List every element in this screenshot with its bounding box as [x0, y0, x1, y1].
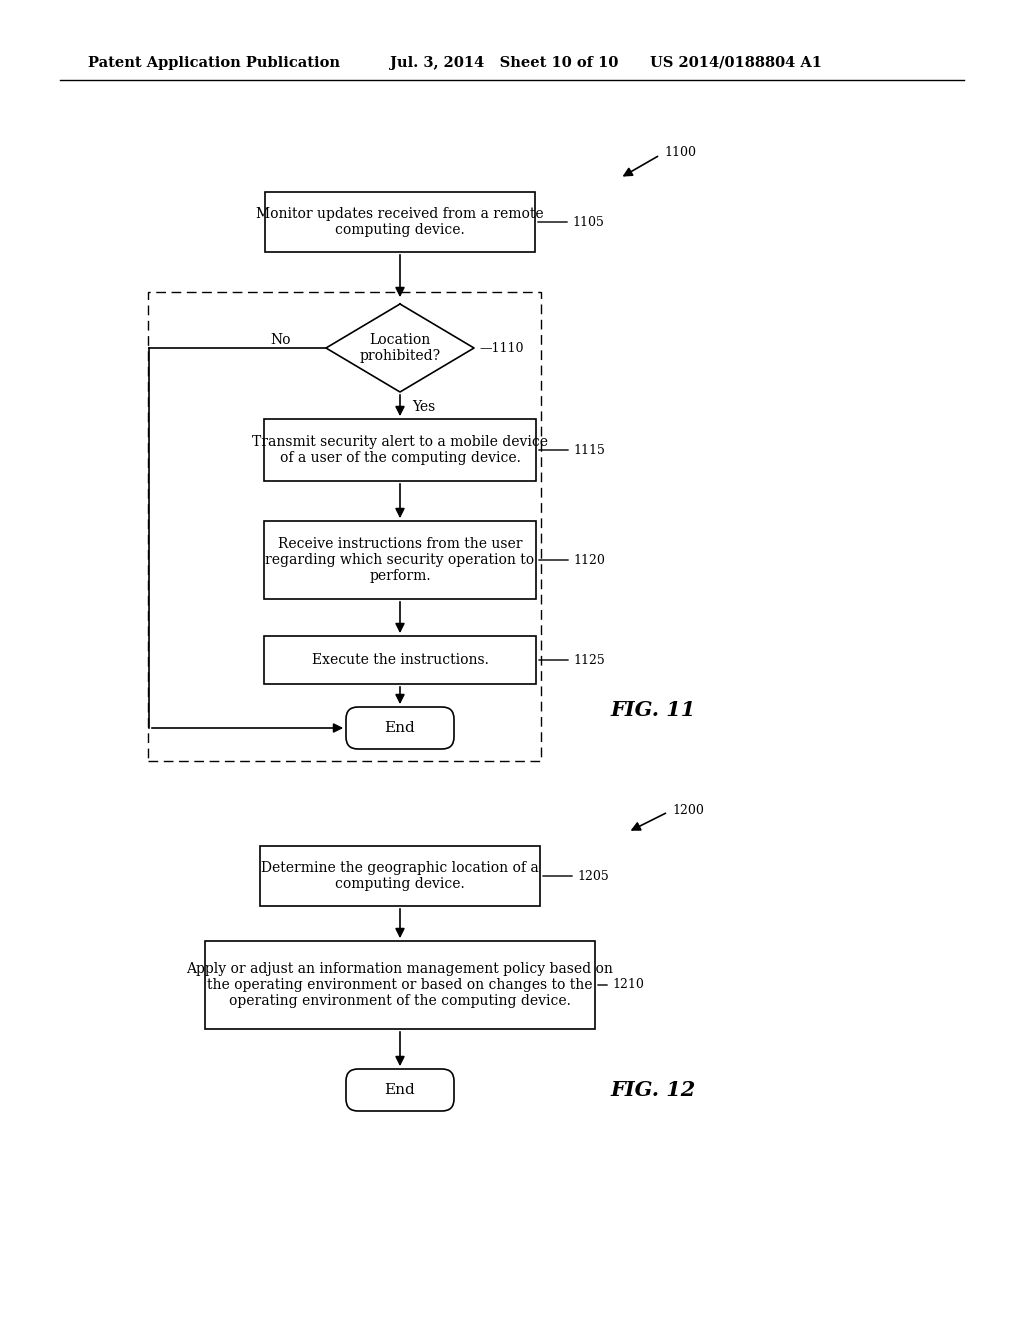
- Text: FIG. 12: FIG. 12: [610, 1080, 695, 1100]
- Text: 1200: 1200: [672, 804, 703, 817]
- Text: FIG. 11: FIG. 11: [610, 700, 695, 719]
- Text: Apply or adjust an information management policy based on
the operating environm: Apply or adjust an information managemen…: [186, 962, 613, 1008]
- Text: 1125: 1125: [573, 653, 605, 667]
- Text: Monitor updates received from a remote
computing device.: Monitor updates received from a remote c…: [256, 207, 544, 238]
- Text: Yes: Yes: [412, 400, 435, 414]
- Text: 1205: 1205: [577, 870, 608, 883]
- Bar: [264, 636, 536, 684]
- Text: 1100: 1100: [664, 147, 696, 160]
- Text: 1115: 1115: [573, 444, 605, 457]
- Bar: [148, 292, 541, 762]
- Bar: [264, 418, 536, 480]
- Text: 1105: 1105: [572, 215, 604, 228]
- Text: Patent Application Publication: Patent Application Publication: [88, 55, 340, 70]
- FancyBboxPatch shape: [346, 1069, 454, 1111]
- FancyBboxPatch shape: [346, 708, 454, 748]
- Text: 1210: 1210: [612, 978, 644, 991]
- Bar: [264, 521, 536, 599]
- Text: Location
prohibited?: Location prohibited?: [359, 333, 440, 363]
- Text: US 2014/0188804 A1: US 2014/0188804 A1: [650, 55, 822, 70]
- Text: Determine the geographic location of a
computing device.: Determine the geographic location of a c…: [261, 861, 539, 891]
- Text: End: End: [385, 721, 416, 735]
- Text: End: End: [385, 1082, 416, 1097]
- Text: —1110: —1110: [479, 342, 523, 355]
- Text: 1120: 1120: [573, 553, 605, 566]
- Text: Receive instructions from the user
regarding which security operation to
perform: Receive instructions from the user regar…: [265, 537, 535, 583]
- Text: Execute the instructions.: Execute the instructions.: [311, 653, 488, 667]
- Text: No: No: [270, 333, 291, 347]
- Bar: [265, 191, 535, 252]
- Bar: [205, 941, 595, 1030]
- Text: Jul. 3, 2014   Sheet 10 of 10: Jul. 3, 2014 Sheet 10 of 10: [390, 55, 618, 70]
- Bar: [260, 846, 540, 906]
- Text: Transmit security alert to a mobile device
of a user of the computing device.: Transmit security alert to a mobile devi…: [252, 434, 548, 465]
